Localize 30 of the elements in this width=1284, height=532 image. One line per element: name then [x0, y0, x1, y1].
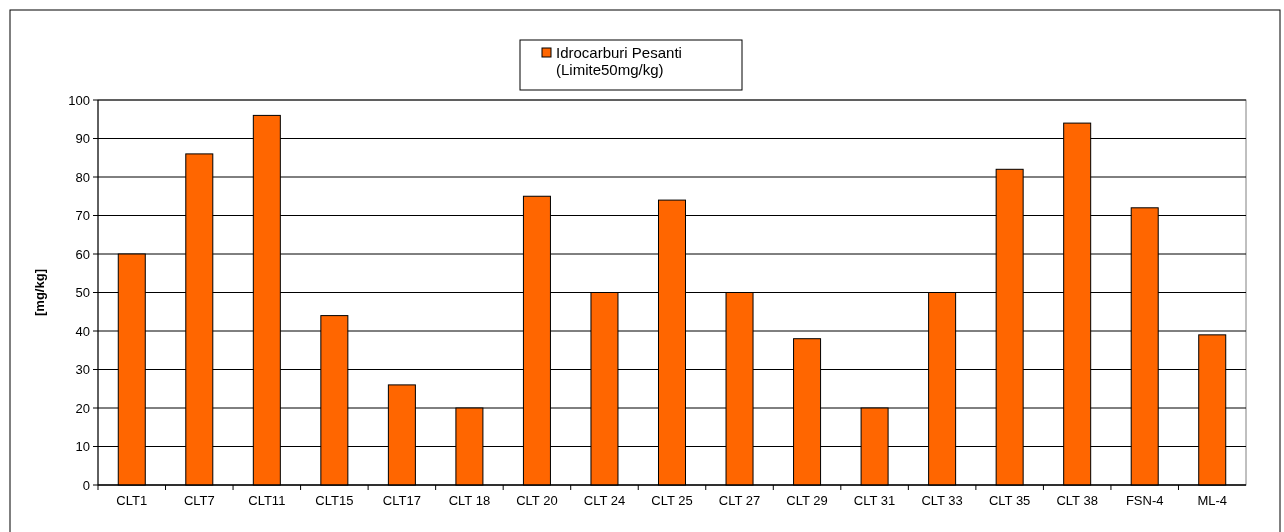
- y-tick-label: 30: [75, 362, 90, 378]
- x-tick-label: CLT 29: [786, 493, 828, 508]
- x-tick-label: CLT11: [248, 493, 286, 508]
- x-tick-label: CLT 27: [718, 493, 761, 508]
- y-tick-label: 50: [75, 285, 90, 301]
- x-tick-label: CLT17: [382, 493, 421, 508]
- y-tick-label: 100: [68, 92, 90, 108]
- x-tick-label: CLT 20: [516, 493, 558, 508]
- x-tick-label: CLT 38: [1056, 493, 1098, 508]
- x-tick-label: CLT 33: [921, 493, 963, 508]
- y-tick-label: 20: [75, 400, 90, 416]
- y-tick-label: 0: [82, 477, 90, 493]
- y-tick-label: 60: [75, 246, 90, 262]
- y-tick-label: 70: [75, 208, 90, 224]
- x-tick-label: CLT 18: [448, 493, 491, 508]
- y-tick-label: 80: [75, 169, 90, 185]
- x-tick-label: CLT1: [116, 493, 148, 508]
- y-tick-label: 10: [75, 439, 90, 455]
- x-tick-label: CLT7: [183, 493, 215, 508]
- x-tick-label: FSN-4: [1125, 493, 1164, 508]
- y-tick-label: 40: [75, 323, 90, 339]
- x-tick-label: CLT 31: [853, 493, 896, 508]
- x-tick-label: CLT 35: [988, 493, 1031, 508]
- y-tick-label: 90: [75, 131, 90, 147]
- x-tick-label: CLT15: [315, 493, 354, 508]
- legend-label: Idrocarburi Pesanti (Limite50mg/kg): [556, 44, 682, 78]
- y-axis-title: [mg/kg]: [32, 269, 47, 316]
- x-tick-label: CLT 25: [651, 493, 693, 508]
- x-tick-label: CLT 24: [583, 493, 626, 508]
- x-tick-label: ML-4: [1197, 493, 1228, 508]
